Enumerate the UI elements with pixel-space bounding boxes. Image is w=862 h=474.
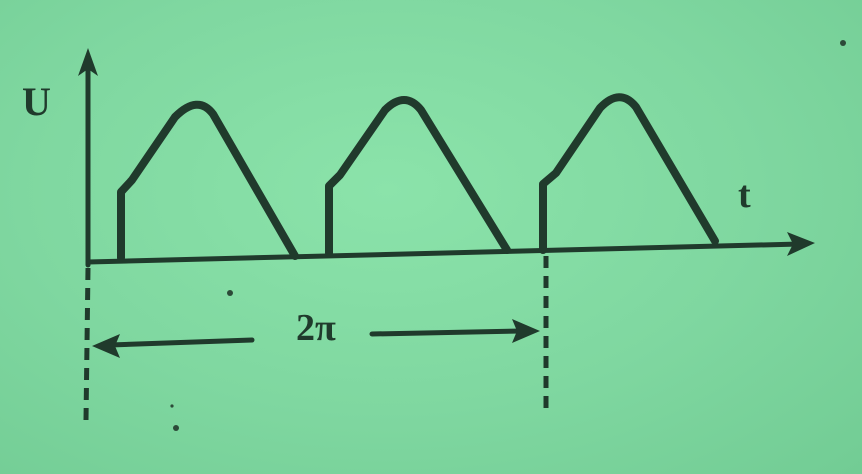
waveform-pulse-3	[539, 93, 719, 254]
y-axis-label: U	[22, 79, 51, 124]
x-axis	[85, 241, 803, 265]
period-label: 2π	[296, 307, 336, 349]
x-axis-arrowhead	[787, 232, 815, 256]
period-arrow-right-shaft	[369, 328, 525, 337]
speck	[170, 404, 174, 408]
period-start-guide	[83, 267, 91, 421]
speck	[840, 40, 846, 46]
y-axis-arrowhead	[78, 48, 98, 76]
x-axis-label: t	[738, 174, 751, 216]
waveform-pulse-2	[325, 96, 511, 257]
period-arrow-right-head	[512, 319, 540, 343]
speck	[173, 425, 179, 431]
waveform-pulse-1	[117, 100, 299, 262]
speck	[227, 290, 233, 296]
period-arrow-left-shaft	[107, 337, 255, 348]
period-arrow-left-head	[92, 334, 120, 358]
